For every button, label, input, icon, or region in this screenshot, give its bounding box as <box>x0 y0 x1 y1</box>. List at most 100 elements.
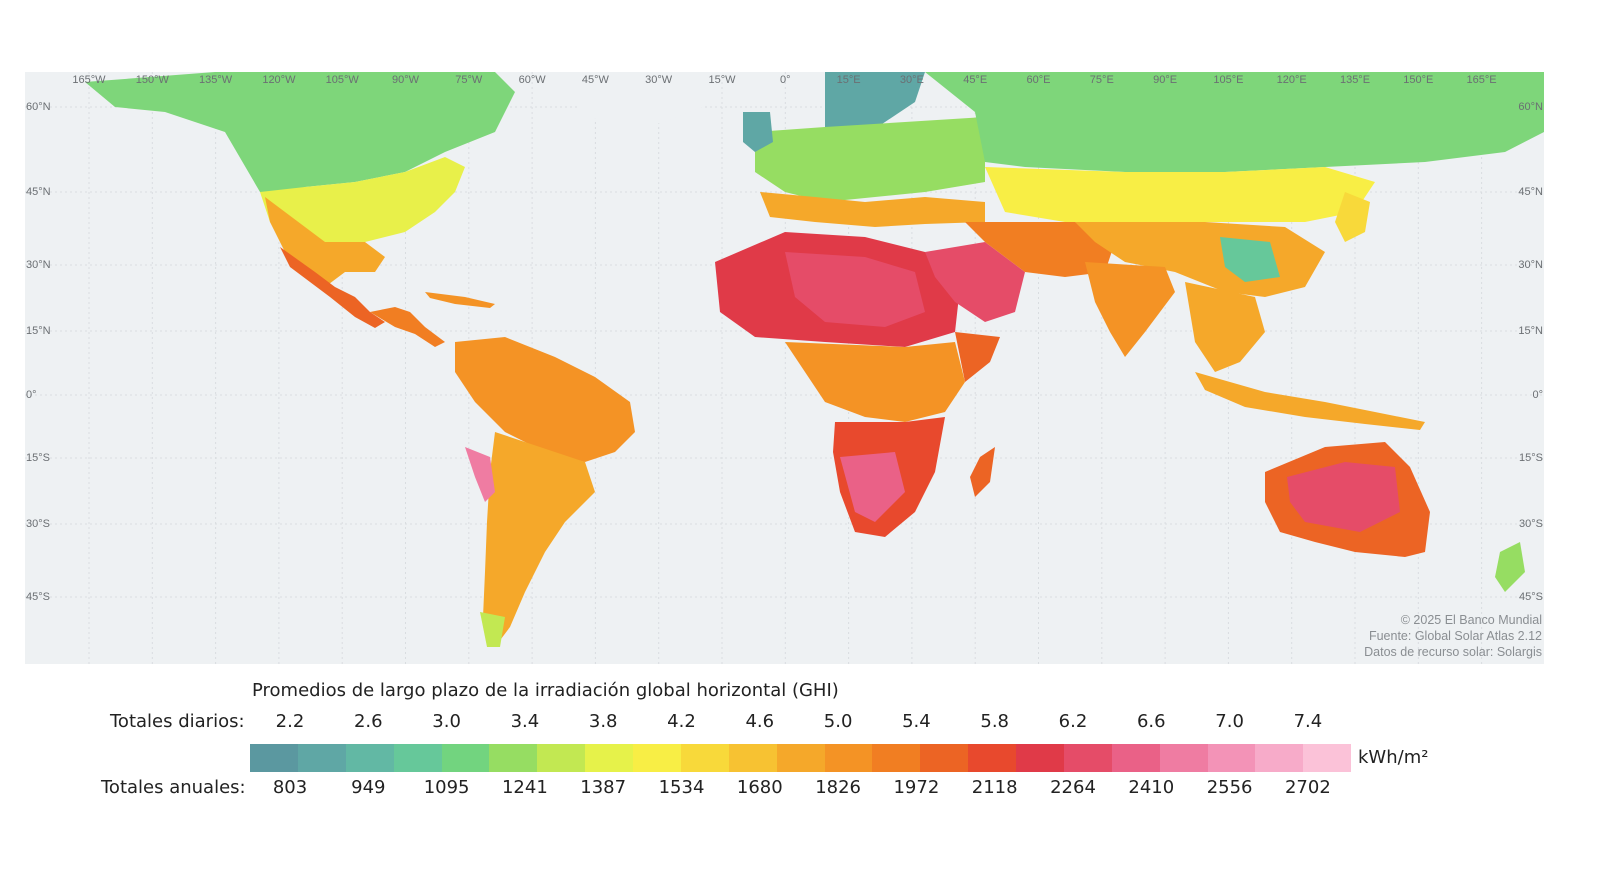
longitude-label: 15°W <box>708 74 736 86</box>
china-basin <box>1220 237 1280 282</box>
color-swatch <box>728 744 777 772</box>
color-swatch <box>1207 744 1256 772</box>
north-america-northern <box>85 72 515 197</box>
longitude-label: 75°E <box>1089 74 1114 86</box>
longitude-label: 45°E <box>963 74 988 86</box>
color-swatch <box>537 744 586 772</box>
color-swatch <box>968 744 1016 772</box>
siberia <box>925 72 1544 172</box>
color-swatch <box>489 744 538 772</box>
color-swatch <box>776 744 825 772</box>
credit-line: Datos de recurso solar: Solargis <box>1364 645 1542 659</box>
color-swatch <box>633 744 681 772</box>
credit-line: Fuente: Global Solar Atlas 2.12 <box>1368 629 1542 643</box>
annual-tick-label: 1826 <box>815 777 861 798</box>
south-america-south <box>483 432 595 647</box>
land-masses <box>85 72 1544 647</box>
latitude-label: 15°N <box>1518 325 1543 337</box>
central-asia <box>985 167 1375 222</box>
longitude-label: 90°W <box>391 74 420 86</box>
color-swatch <box>1016 744 1064 772</box>
color-swatch <box>250 744 298 772</box>
annual-tick-label: 2264 <box>1050 777 1096 798</box>
daily-tick-label: 3.8 <box>588 711 618 732</box>
longitude-label: 105°W <box>325 74 359 86</box>
kalahari <box>840 452 905 522</box>
color-swatch <box>441 744 490 772</box>
latitude-label: 15°S <box>1519 452 1543 464</box>
middle-east <box>965 222 1115 277</box>
legend-title: Promedios de largo plazo de la irradiaci… <box>252 680 839 701</box>
color-swatch <box>680 744 729 772</box>
map-credits: © 2025 El Banco Mundial Fuente: Global S… <box>1364 612 1542 660</box>
latitude-label: 30°S <box>1519 518 1543 530</box>
annual-tick-label: 803 <box>272 777 308 798</box>
longitude-label: 150°E <box>1403 74 1434 86</box>
daily-tick-label: 3.4 <box>510 711 540 732</box>
patagonia <box>480 612 505 647</box>
daily-tick-label: 6.6 <box>1136 711 1166 732</box>
map-canvas <box>25 72 1544 664</box>
arabia <box>925 242 1025 322</box>
latitude-label: 30°N <box>26 259 51 271</box>
annual-tick-label: 2702 <box>1284 777 1331 798</box>
daily-tick-label: 4.6 <box>745 711 775 732</box>
longitude-label: 60°E <box>1026 74 1051 86</box>
longitude-label: 0° <box>780 74 791 86</box>
color-swatch <box>345 744 394 772</box>
latitude-label: 30°S <box>26 518 50 530</box>
color-swatch <box>1063 744 1112 772</box>
color-swatch <box>1111 744 1160 772</box>
unit-label: kWh/m² <box>1358 747 1429 768</box>
longitude-label: 30°W <box>645 74 673 86</box>
latitude-label: 0° <box>1532 389 1543 401</box>
daily-tick-label: 3.0 <box>432 711 461 732</box>
latitude-label: 45°S <box>26 591 50 603</box>
africa-sahara-core <box>785 252 925 327</box>
daily-tick-label: 2.6 <box>353 711 383 732</box>
atacama <box>465 447 495 502</box>
longitude-label: 15°E <box>836 74 861 86</box>
southern-europe <box>760 192 985 227</box>
new-zealand <box>1495 542 1525 592</box>
daily-tick-label: 5.0 <box>823 711 853 732</box>
latitude-label: 60°N <box>26 101 51 113</box>
latitude-label: 15°N <box>26 325 51 337</box>
uk-ireland <box>743 112 773 152</box>
annual-tick-label: 1387 <box>580 777 627 798</box>
world-solar-map: 165°W 150°W 135°W 120°W 105°W 90°W 75°W 60°W 45°… <box>25 72 1544 664</box>
credit-line: © 2025 El Banco Mundial <box>1400 613 1542 627</box>
annual-tick-label: 1095 <box>423 777 470 798</box>
australia-interior <box>1287 462 1400 532</box>
color-swatch <box>1159 744 1208 772</box>
annual-tick-label: 2118 <box>971 777 1018 798</box>
longitude-label: 135°W <box>199 74 233 86</box>
annual-tick-label: 949 <box>351 777 386 798</box>
caribbean-islands <box>425 292 495 308</box>
annual-totals-label: Totales anuales: <box>101 777 246 798</box>
latitude-label: 45°S <box>1519 591 1543 603</box>
longitude-label: 90°E <box>1153 74 1178 86</box>
annual-tick-label: 2410 <box>1128 777 1175 798</box>
annual-tick-label: 1534 <box>658 777 705 798</box>
longitude-label: 165°E <box>1466 74 1497 86</box>
longitude-label: 75°W <box>455 74 483 86</box>
japan <box>1335 192 1370 242</box>
latitude-label: 30°N <box>1518 259 1543 271</box>
daily-tick-label: 6.2 <box>1058 711 1088 732</box>
daily-tick-label: 7.4 <box>1293 711 1323 732</box>
europe <box>755 117 985 202</box>
color-swatch <box>1303 744 1352 772</box>
longitude-label: 105°E <box>1213 74 1244 86</box>
greenland <box>535 72 725 132</box>
mexico <box>280 247 385 328</box>
color-swatch <box>872 744 921 772</box>
color-swatch <box>824 744 873 772</box>
latitude-label: 45°N <box>26 186 51 198</box>
indonesia <box>1195 372 1425 430</box>
south-america-north <box>455 337 635 462</box>
color-swatch <box>393 744 442 772</box>
annual-tick-label: 1972 <box>893 777 940 798</box>
color-swatch <box>1255 744 1304 772</box>
daily-tick-label: 2.2 <box>275 711 305 732</box>
